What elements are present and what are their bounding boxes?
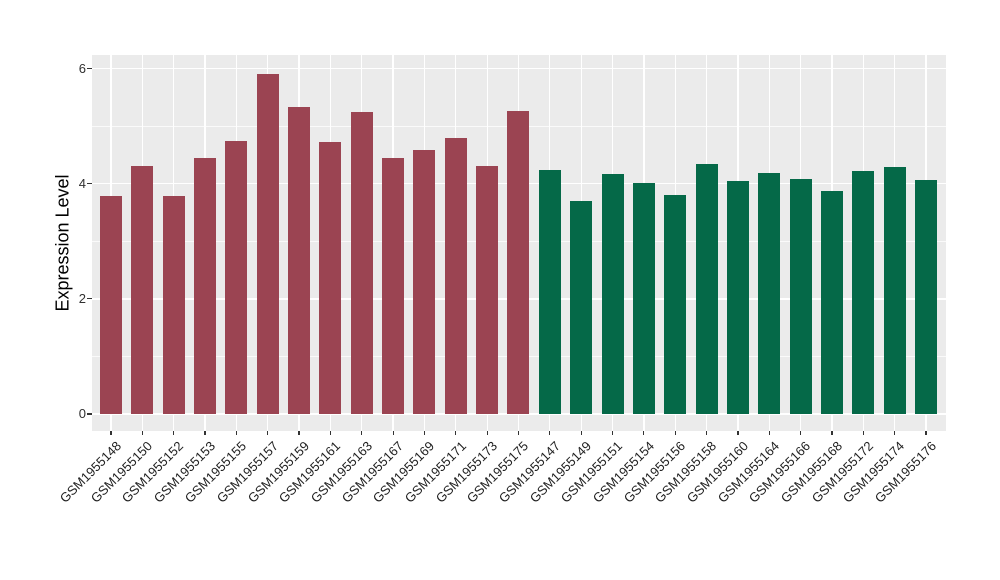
bar-GSM1955160 (726, 180, 749, 414)
bar-GSM1955158 (695, 163, 718, 414)
x-tick-mark (392, 431, 394, 435)
x-tick-mark (925, 431, 927, 435)
bar-GSM1955163 (350, 112, 373, 414)
x-tick-mark (737, 431, 739, 435)
bar-GSM1955149 (570, 200, 593, 414)
x-tick-mark (611, 431, 614, 435)
x-tick-mark (173, 431, 175, 435)
x-tick-mark (831, 431, 833, 435)
bar-GSM1955175 (507, 111, 530, 414)
bar-GSM1955154 (632, 183, 655, 414)
x-tick-mark (894, 431, 896, 435)
x-tick-mark (110, 431, 112, 435)
x-tick-mark (580, 431, 582, 435)
bar-GSM1955147 (538, 170, 561, 414)
x-tick-mark (643, 431, 645, 435)
x-tick-mark (705, 431, 708, 435)
bar-GSM1955166 (789, 179, 812, 414)
y-tick-label: 6 (78, 60, 86, 76)
bar-GSM1955156 (664, 195, 687, 414)
bar-GSM1955150 (131, 166, 154, 414)
bar-GSM1955173 (476, 166, 499, 414)
bar-GSM1955164 (758, 173, 781, 414)
bar-GSM1955159 (288, 107, 311, 414)
x-tick-mark (141, 431, 143, 435)
x-tick-mark (455, 431, 457, 435)
bar-GSM1955172 (852, 170, 875, 414)
bar-GSM1955153 (194, 157, 217, 414)
bar-GSM1955171 (444, 137, 467, 414)
x-tick-mark (204, 431, 206, 435)
y-tick-label: 2 (78, 290, 86, 306)
bar-GSM1955167 (382, 158, 405, 414)
x-tick-mark (423, 431, 426, 435)
x-tick-mark (235, 431, 237, 435)
x-tick-mark (361, 431, 363, 435)
x-tick-mark (298, 431, 300, 435)
x-tick-mark (674, 431, 676, 435)
x-tick-mark (486, 431, 488, 435)
x-tick-mark (549, 431, 551, 435)
bar-GSM1955148 (100, 196, 122, 414)
x-tick-mark (517, 431, 520, 435)
bar-GSM1955161 (319, 141, 342, 414)
bar-GSM1955169 (413, 150, 436, 414)
y-tick-mark (87, 298, 92, 300)
y-tick-mark (87, 413, 92, 415)
y-tick-label: 4 (78, 175, 86, 191)
plot-panel (92, 55, 946, 431)
bar-GSM1955168 (820, 190, 843, 414)
y-tick-label: 0 (78, 406, 86, 421)
x-tick-mark (800, 431, 802, 435)
bar-GSM1955174 (883, 166, 906, 414)
y-tick-mark (87, 67, 92, 70)
bar-GSM1955151 (601, 174, 624, 414)
x-tick-mark (768, 431, 770, 435)
bar-GSM1955176 (914, 180, 937, 414)
x-tick-mark (329, 431, 331, 435)
bar-GSM1955155 (225, 141, 248, 414)
bar-GSM1955152 (162, 196, 185, 414)
x-tick-mark (267, 431, 269, 435)
y-tick-mark (87, 183, 92, 185)
x-tick-mark (862, 431, 864, 435)
bar-GSM1955157 (256, 74, 279, 414)
